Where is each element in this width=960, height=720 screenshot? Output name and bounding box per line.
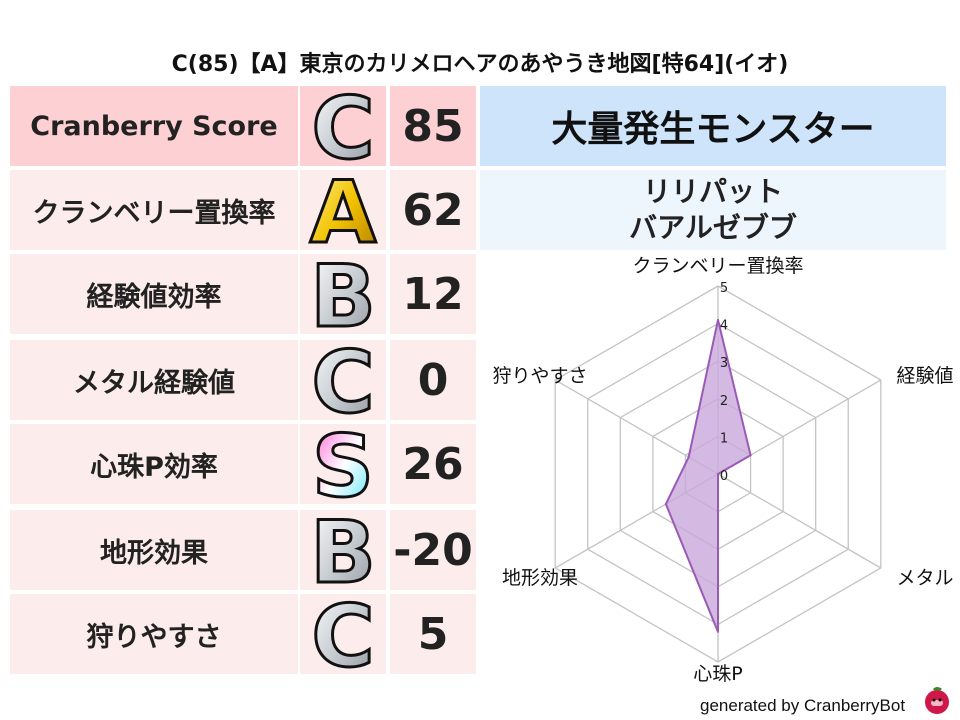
row-label: 心珠P効率 <box>10 424 298 504</box>
grade-letter: B <box>310 510 376 590</box>
grade-letter: B <box>310 254 376 334</box>
monster-name: バアルゼブブ <box>629 211 797 244</box>
row-value: 26 <box>390 424 476 504</box>
grade-letter: C <box>311 594 374 674</box>
monster-header: 大量発生モンスター <box>480 86 946 166</box>
cranberry-mascot-icon <box>925 687 949 714</box>
radar-tick-label: 3 <box>720 356 728 371</box>
row-label: クランベリー置換率 <box>10 170 298 250</box>
radar-data-point <box>749 454 752 457</box>
grade-badge: C <box>300 340 386 420</box>
grade-letter: A <box>310 170 377 250</box>
grade-c-icon: C <box>310 86 376 166</box>
radar-data-point <box>717 630 719 633</box>
grade-b-icon: B <box>309 254 378 334</box>
row-label: Cranberry Score <box>10 86 298 166</box>
radar-tick-label: 0 <box>720 469 728 484</box>
row-label: 地形効果 <box>10 510 298 590</box>
grade-letter: S <box>312 424 374 504</box>
row-value: 5 <box>390 594 476 674</box>
footer-credit: generated by CranberryBot <box>700 696 906 715</box>
radar-axis-line <box>717 473 882 569</box>
radar-tick-label: 2 <box>720 394 728 409</box>
radar-data-point <box>664 503 667 506</box>
radar-axis-label: 経験値 <box>896 365 953 387</box>
row-value: -20 <box>390 510 476 590</box>
grade-badge: S <box>300 424 386 504</box>
radar-axis-label: クランベリー置換率 <box>632 255 803 277</box>
row-value: 12 <box>390 254 476 334</box>
radar-tick-label: 1 <box>720 431 728 446</box>
radar-axis-label: メタル <box>896 567 953 589</box>
grade-badge: C <box>300 594 386 674</box>
grade-badge: C <box>300 86 386 166</box>
radar-series-area <box>664 319 752 633</box>
monster-names: リリパット バアルゼブブ <box>480 170 946 250</box>
page-title: C(85)【A】東京のカリメロヘアのあやうき地図[特64](イオ) <box>171 52 789 77</box>
grade-s-icon: S <box>311 424 376 504</box>
grade-badge: B <box>300 510 386 590</box>
row-value: 62 <box>390 170 476 250</box>
grade-letter: C <box>311 86 374 166</box>
radar-axis-label: 狩りやすさ <box>492 365 587 387</box>
radar-tick-label: 4 <box>720 319 728 334</box>
radar-data-point <box>687 456 690 459</box>
grade-badge: A <box>300 170 386 250</box>
row-value: 85 <box>390 86 476 166</box>
grade-badge: B <box>300 254 386 334</box>
radar-tick-label: 5 <box>720 281 728 296</box>
radar-data-point <box>717 318 719 321</box>
grade-a-icon: A <box>308 170 378 250</box>
grade-c-icon: C <box>310 340 376 420</box>
row-label: 狩りやすさ <box>10 594 298 674</box>
grade-letter: C <box>311 340 374 420</box>
grade-c-icon: C <box>310 594 376 674</box>
grade-b-icon: B <box>309 510 378 590</box>
radar-axis-label: 心珠P <box>693 663 742 685</box>
row-label: 経験値効率 <box>10 254 298 334</box>
row-value: 0 <box>390 340 476 420</box>
row-label: メタル経験値 <box>10 340 298 420</box>
radar-data-point <box>717 473 719 475</box>
radar-axis-label: 地形効果 <box>502 567 578 589</box>
monster-name: リリパット <box>642 175 783 208</box>
